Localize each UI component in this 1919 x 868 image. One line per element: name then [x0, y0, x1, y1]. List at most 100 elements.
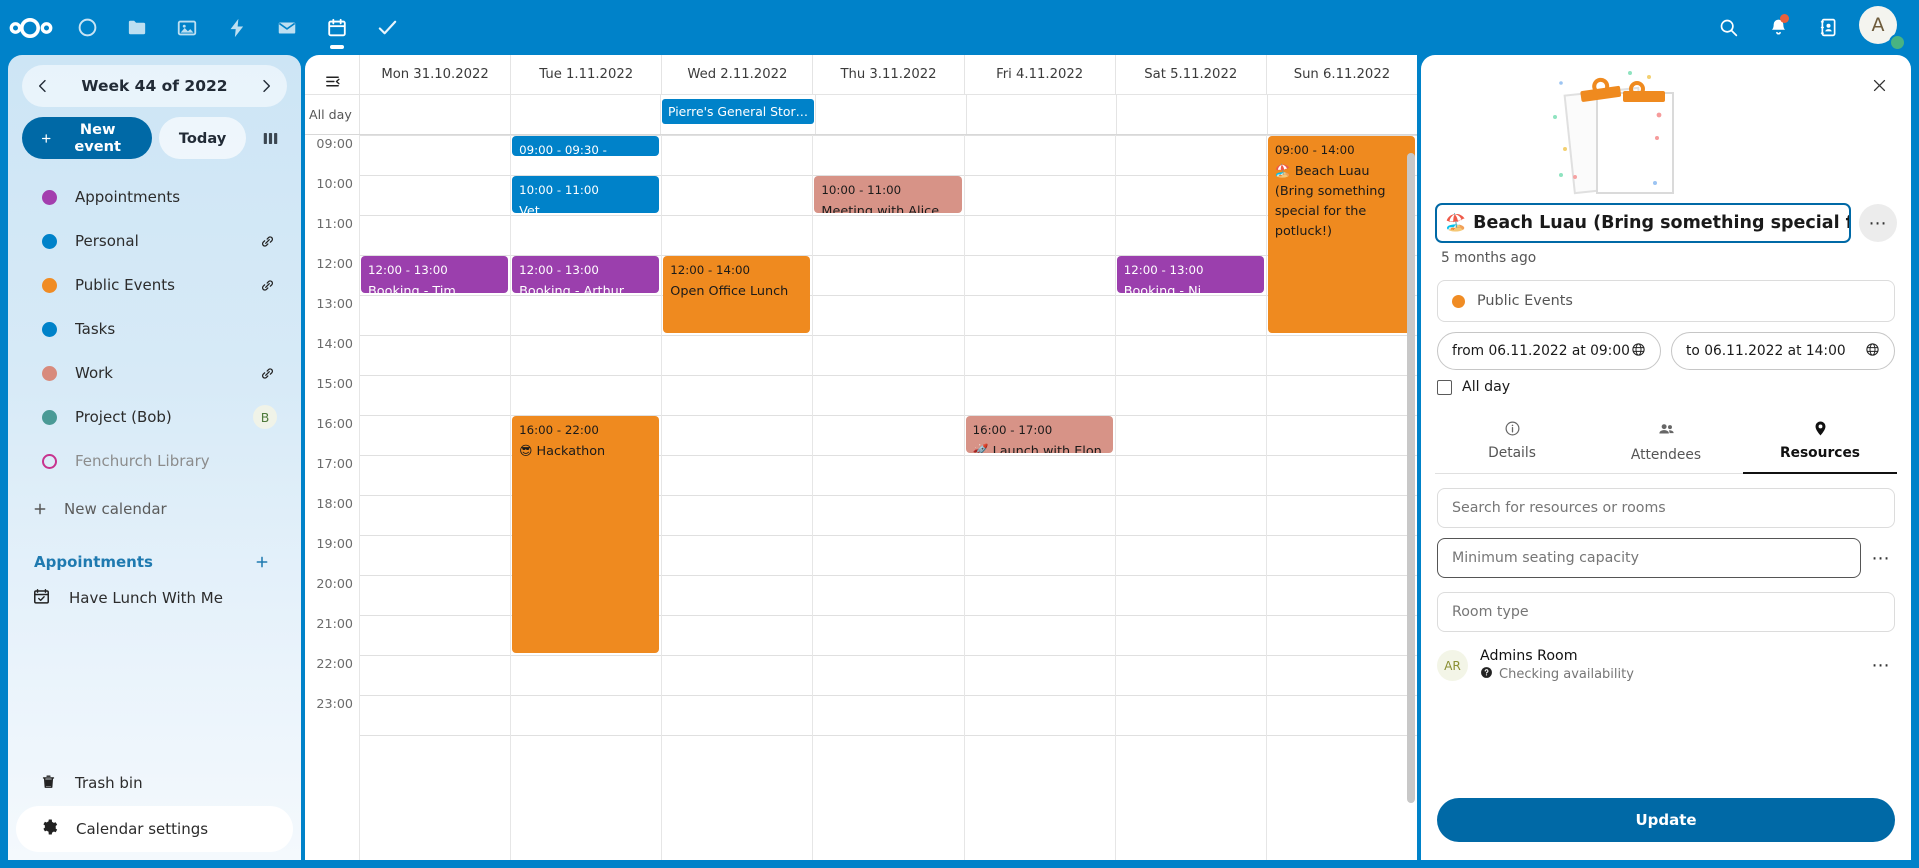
day-header-6[interactable]: Sun 6.11.2022 — [1265, 55, 1417, 94]
globe-icon[interactable] — [1865, 342, 1880, 361]
view-mode-button[interactable] — [253, 117, 287, 159]
day-header-0[interactable]: Mon 31.10.2022 — [359, 55, 510, 94]
update-button[interactable]: Update — [1437, 798, 1895, 842]
all-day-label: All day — [309, 107, 352, 122]
calendar-item-project-bob[interactable]: Project (Bob) B — [16, 395, 293, 439]
nextcloud-logo[interactable] — [0, 0, 62, 55]
app-files[interactable] — [112, 0, 162, 55]
hour-gridline — [662, 375, 813, 376]
event-title-input[interactable]: 🏖️ Beach Luau (Bring something special f… — [1435, 203, 1851, 243]
share-link-icon[interactable] — [257, 277, 277, 294]
event-calendar-select[interactable]: Public Events — [1437, 280, 1895, 322]
all-day-cell-0[interactable] — [359, 95, 510, 134]
day-column-4[interactable]: 16:00 - 17:00 🚀 Launch with Elon — [963, 135, 1115, 860]
hour-gridline — [964, 655, 1115, 656]
all-day-cell-1[interactable] — [509, 95, 661, 134]
hour-gridline — [360, 735, 511, 736]
share-link-icon[interactable] — [257, 365, 277, 382]
hour-gridline — [360, 695, 511, 696]
app-photos[interactable] — [162, 0, 212, 55]
event-more-menu-button[interactable]: ⋯ — [1859, 204, 1897, 242]
day-header-1[interactable]: Tue 1.11.2022 — [510, 55, 661, 94]
calendar-item-tasks[interactable]: Tasks — [16, 307, 293, 351]
capacity-more-button[interactable]: ⋯ — [1871, 547, 1891, 569]
calendar-event[interactable]: 09:00 - 14:00 🏖️ Beach Luau (Bring someth… — [1267, 136, 1415, 333]
calendar-event[interactable]: 10:00 - 11:00 Meeting with Alice — [814, 176, 962, 213]
calendar-grid-scroll[interactable]: 09:00 10:00 11:00 12:00 13:00 14:00 15:00 16:00… — [305, 135, 1417, 860]
all-day-cell-5[interactable] — [1116, 95, 1267, 134]
search-icon[interactable] — [1703, 0, 1753, 55]
hour-gridline — [1115, 575, 1266, 576]
calendar-event[interactable]: 16:00 - 22:00 😎 Hackathon — [512, 416, 660, 653]
calendar-item-work[interactable]: Work — [16, 351, 293, 395]
day-column-5[interactable]: 12:00 - 13:00 Booking - Ni (Knights — [1114, 135, 1266, 860]
calendar-item-fenchurch-library[interactable]: Fenchurch Library — [16, 439, 293, 483]
app-dashboard[interactable] — [62, 0, 112, 55]
bell-icon[interactable] — [1753, 0, 1803, 55]
tab-resources[interactable]: Resources — [1743, 413, 1897, 474]
all-day-cell-4[interactable] — [965, 95, 1117, 134]
calendar-event[interactable]: 12:00 - 13:00 Booking - Arthur Dent — [512, 256, 660, 293]
calendar-settings-label: Calendar settings — [76, 820, 209, 838]
calendar-item-public-events[interactable]: Public Events — [16, 263, 293, 307]
day-column-2[interactable]: 12:00 - 14:00 Open Office Lunch — [661, 135, 813, 860]
calendar-item-personal[interactable]: Personal — [16, 219, 293, 263]
hour-gridline — [964, 575, 1115, 576]
globe-icon[interactable] — [1631, 342, 1646, 361]
minimum-seating-capacity-input[interactable]: Minimum seating capacity — [1437, 538, 1861, 578]
resource-row-admins-room[interactable]: AR Admins Room Checking availability ⋯ — [1437, 648, 1895, 683]
resource-more-button[interactable]: ⋯ — [1871, 655, 1891, 676]
day-column-0[interactable]: 12:00 - 13:00 Booking - Tim (Wizard) — [359, 135, 511, 860]
day-header-4[interactable]: Fri 4.11.2022 — [963, 55, 1115, 94]
avatar[interactable]: A — [1859, 5, 1906, 51]
prev-week-button[interactable] — [22, 65, 64, 107]
day-header-2[interactable]: Wed 2.11.2022 — [661, 55, 812, 94]
calendar-event[interactable]: 12:00 - 13:00 Booking - Tim (Wizard) — [361, 256, 509, 293]
grid-scrollbar-thumb[interactable] — [1407, 153, 1415, 803]
week-label[interactable]: Week 44 of 2022 — [81, 77, 228, 95]
all-day-event[interactable]: Pierre's General Stor… — [662, 99, 814, 124]
event-start-date-input[interactable]: from 06.11.2022 at 09:00 — [1437, 332, 1661, 370]
hour-gridline — [1266, 575, 1417, 576]
calendar-event[interactable]: 12:00 - 14:00 Open Office Lunch — [663, 256, 811, 333]
app-tasks[interactable] — [362, 0, 412, 55]
tab-details[interactable]: Details — [1435, 413, 1589, 474]
day-header-3[interactable]: Thu 3.11.2022 — [812, 55, 963, 94]
all-day-cell-3[interactable] — [814, 95, 966, 134]
all-day-cell-2[interactable]: Pierre's General Stor… — [660, 95, 815, 134]
app-calendar[interactable] — [312, 0, 362, 55]
add-appointment-button[interactable] — [245, 554, 279, 570]
calendar-settings-button[interactable]: Calendar settings — [16, 806, 293, 852]
today-button[interactable]: Today — [158, 117, 247, 159]
calendar-event[interactable]: 12:00 - 13:00 Booking - Ni (Knights — [1116, 256, 1264, 293]
share-link-icon[interactable] — [257, 233, 277, 250]
event-end-date-input[interactable]: to 06.11.2022 at 14:00 — [1671, 332, 1895, 370]
calendar-event[interactable]: 10:00 - 11:00 Vet — [512, 176, 660, 213]
day-header-5[interactable]: Sat 5.11.2022 — [1114, 55, 1266, 94]
contacts-icon[interactable] — [1803, 0, 1853, 55]
day-column-3[interactable]: 10:00 - 11:00 Meeting with Alice — [812, 135, 964, 860]
top-header-bar: A — [0, 0, 1919, 55]
new-calendar-button[interactable]: New calendar — [8, 487, 301, 531]
trash-bin-button[interactable]: Trash bin — [16, 760, 293, 806]
all-day-checkbox-row[interactable]: All day — [1437, 379, 1895, 395]
all-day-cell-6[interactable] — [1266, 95, 1417, 134]
room-type-input[interactable]: Room type — [1437, 592, 1895, 632]
grid-scrollbar[interactable] — [1407, 135, 1415, 860]
app-activity[interactable] — [212, 0, 262, 55]
calendar-event[interactable]: 16:00 - 17:00 🚀 Launch with Elon — [965, 416, 1113, 453]
all-day-checkbox[interactable] — [1437, 379, 1452, 395]
day-column-1[interactable]: 09:00 - 09:30 - Workflow 10:00 - 11:00 Vet… — [510, 135, 662, 860]
hour-gridline — [511, 335, 662, 336]
app-mail[interactable] — [262, 0, 312, 55]
day-column-6[interactable]: 09:00 - 14:00 🏖️ Beach Luau (Bring someth… — [1265, 135, 1417, 860]
collapse-icon[interactable] — [305, 55, 359, 94]
next-week-button[interactable] — [245, 65, 287, 107]
calendar-item-appointments[interactable]: Appointments — [16, 175, 293, 219]
close-icon[interactable] — [1861, 67, 1897, 103]
new-event-button[interactable]: New event — [22, 117, 152, 159]
tab-attendees[interactable]: Attendees — [1589, 413, 1743, 474]
resource-search-input[interactable]: Search for resources or rooms — [1437, 488, 1895, 528]
calendar-event[interactable]: 09:00 - 09:30 - Workflow — [512, 136, 660, 156]
appointment-item-have-lunch-with-me[interactable]: Have Lunch With Me — [8, 575, 301, 621]
